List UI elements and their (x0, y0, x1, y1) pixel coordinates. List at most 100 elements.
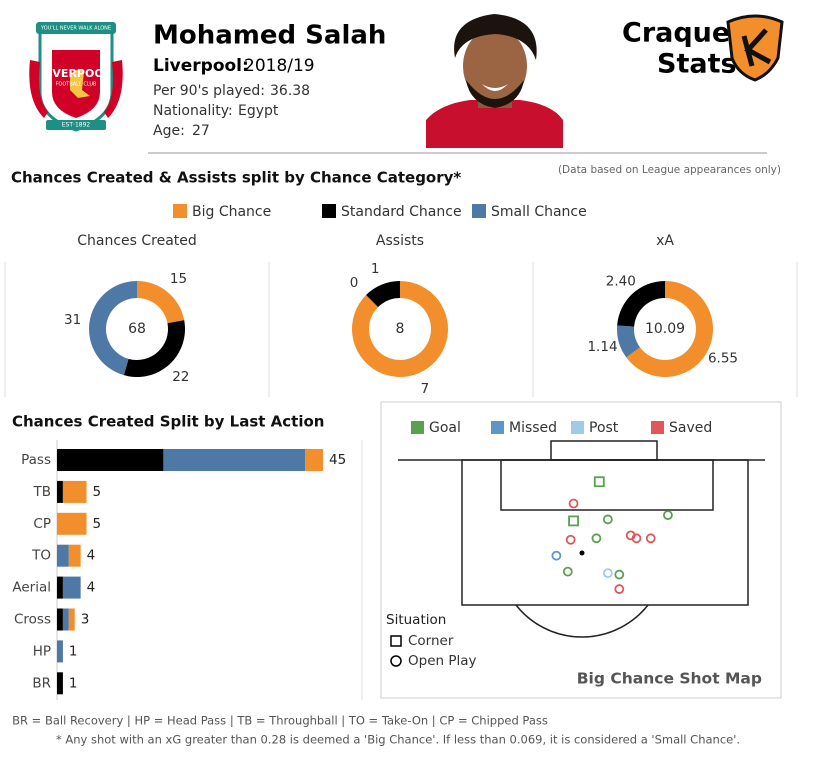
data-label: 15 (170, 271, 187, 287)
category-label: Pass (21, 452, 51, 468)
stat-value: 27 (192, 123, 210, 139)
data-label: 6.55 (708, 350, 738, 366)
donut-segment (617, 325, 641, 358)
bar-segment (62, 576, 81, 599)
donut-total: 10.09 (645, 321, 685, 337)
shot-point (562, 566, 573, 577)
legend-marker (390, 635, 402, 647)
total-label: 1 (69, 675, 78, 691)
data-label: 0 (350, 275, 359, 291)
shot-point (602, 514, 613, 525)
data-label: 7 (421, 381, 430, 397)
club-crest (29, 22, 123, 132)
footnote: BR = Ball Recovery | HP = Head Pass | TB… (12, 714, 548, 728)
shot-point (591, 533, 602, 544)
brand-text: Stats (657, 49, 737, 80)
total-label: 4 (87, 580, 96, 596)
brand-logo (726, 14, 784, 82)
category-label: TO (31, 548, 51, 564)
donut-segment (137, 281, 185, 324)
bar-segment (68, 544, 81, 567)
data-label: 1 (371, 261, 380, 277)
stat-label: Nationality: (153, 103, 233, 119)
donut-segment (617, 281, 665, 327)
pitch (398, 440, 765, 638)
data-label: 31 (64, 312, 81, 328)
chart-title: xA (656, 233, 674, 249)
shot-point (568, 515, 579, 527)
category-label: Cross (14, 612, 51, 628)
legend-swatch (322, 204, 336, 218)
bar-segment (62, 480, 87, 503)
shot-point (568, 498, 579, 509)
legend-marker (390, 655, 402, 667)
legend-label: Standard Chance (341, 204, 462, 220)
footnote: * Any shot with an xG greater than 0.28 … (56, 733, 740, 747)
bar-segment (57, 512, 87, 535)
bar-segment (57, 576, 63, 599)
bar-segment (57, 640, 63, 663)
total-label: 45 (329, 452, 346, 468)
data-label: 22 (172, 369, 189, 385)
crest-est: EST·1892 (62, 122, 91, 129)
legend-label: Missed (509, 420, 557, 436)
donut-segment (626, 281, 713, 377)
donut-total: 68 (128, 321, 146, 337)
bar-segment (57, 544, 69, 567)
club-label: Liverpool: (153, 56, 249, 76)
shot-point (663, 510, 673, 520)
donut-total: 8 (396, 321, 405, 337)
bar-segment (57, 608, 63, 631)
data-label: 1.14 (587, 339, 617, 355)
legend-swatch (491, 421, 504, 434)
crest-motto: YOU'LL NEVER WALK ALONE (40, 26, 111, 32)
category-label: Aerial (12, 580, 51, 596)
legend-swatch (651, 421, 664, 434)
stat-label: Per 90's played: (153, 83, 265, 99)
section-title: Chances Created & Assists split by Chanc… (11, 169, 461, 187)
shot-point (593, 476, 605, 488)
legend-label: Goal (429, 420, 461, 436)
legend-title: Situation (386, 612, 446, 628)
legend-swatch (472, 204, 486, 218)
legend-label: Corner (408, 633, 454, 649)
shot-point (614, 569, 625, 580)
note: (Data based on League appearances only) (558, 164, 781, 176)
stat-label: Age: (153, 123, 185, 139)
donut-segment (123, 320, 186, 377)
crest-subtitle: FOOTBALL CLUB (56, 82, 98, 88)
total-label: 5 (93, 516, 102, 532)
legend-swatch (173, 204, 187, 218)
bar-segment (163, 449, 306, 471)
shot-point (631, 533, 642, 544)
season: 2018/19 (244, 56, 315, 76)
bar-segment (68, 608, 75, 631)
bar-segment (62, 608, 69, 631)
player-photo (426, 14, 563, 148)
legend-label: Big Chance (192, 204, 271, 220)
category-label: BR (32, 675, 51, 691)
category-label: CP (33, 516, 51, 532)
donut-segment (89, 281, 137, 376)
crest-club: LIVERPOOL (41, 67, 110, 80)
shot-point (614, 584, 625, 594)
player-name: Mohamed Salah (153, 21, 386, 51)
chart-title: Chances Created Split by Last Action (12, 413, 324, 431)
legend-label: Open Play (408, 653, 477, 669)
donut-segment (366, 281, 400, 308)
shot-point (645, 533, 656, 544)
chart-title: Big Chance Shot Map (577, 670, 762, 688)
panel-borders (4, 262, 798, 700)
bar-segment (305, 449, 323, 471)
bar-segment (57, 672, 63, 695)
total-label: 5 (93, 484, 102, 500)
shot-point (565, 534, 576, 545)
legend-label: Post (589, 420, 619, 436)
stat-value: Egypt (238, 103, 279, 119)
stat-value: 36.38 (270, 83, 310, 99)
total-label: 4 (87, 548, 96, 564)
brand-text: Craque (622, 18, 730, 49)
legend-swatch (411, 421, 424, 434)
chart-title: Chances Created (77, 233, 197, 249)
